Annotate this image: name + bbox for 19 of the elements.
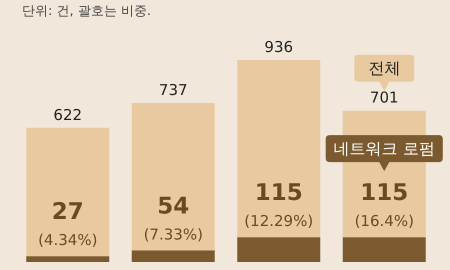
data-label: 115 (16.4%) <box>354 180 414 230</box>
callout-annotation: 전체 <box>354 54 414 91</box>
chart-subtitle: 단위: 건, 괄호는 비중. <box>22 4 152 19</box>
data-label: 115 (12.29%) <box>244 180 314 230</box>
bar <box>237 237 320 262</box>
data-label: 54 (7.33%) <box>144 193 203 244</box>
total-label: 936 <box>264 38 294 56</box>
bar <box>237 60 320 238</box>
total-label: 737 <box>158 80 188 99</box>
bar <box>26 256 110 262</box>
callout-series: 네트워크 로펌 <box>326 135 443 172</box>
bar <box>132 102 215 250</box>
annotation: 전체 <box>368 58 400 78</box>
bar <box>26 128 110 256</box>
total-label: 701 <box>370 88 399 107</box>
data-label: 27 (4.34%) <box>38 199 98 250</box>
bar <box>342 237 426 262</box>
bar <box>132 250 215 262</box>
total-label: 622 <box>53 106 82 124</box>
